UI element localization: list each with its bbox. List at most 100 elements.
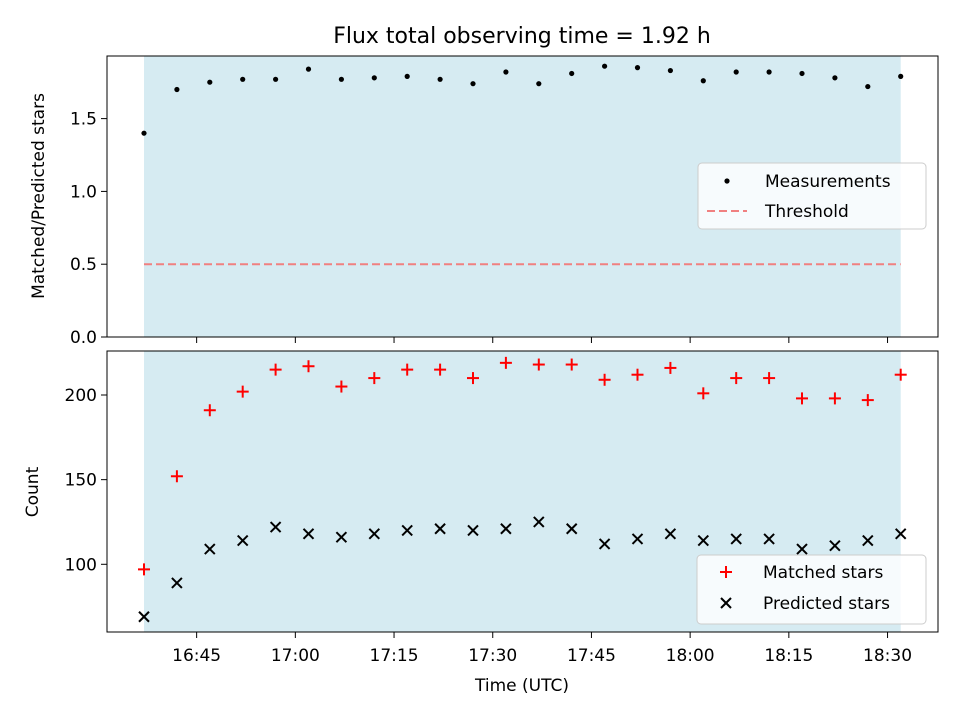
predicted-star-point [894, 528, 907, 540]
predicted-star-point [171, 577, 183, 589]
matched-star-point [631, 368, 644, 381]
x-tick-label: 18:15 [764, 646, 813, 666]
predicted-star-point [829, 539, 841, 552]
predicted-star-point [697, 534, 710, 547]
matched-star-point [499, 356, 512, 369]
matched-star-point [894, 368, 907, 381]
matched-star-point [828, 392, 841, 405]
predicted-legend-label: Predicted stars [763, 594, 890, 614]
bottom-panel: 100 150 200 16:45 17:00 17:15 17:30 17:45 18:00… [23, 350, 939, 696]
top-legend: Measurements Threshold [697, 162, 927, 230]
measurements-legend-label: Measurements [765, 172, 891, 192]
matched-legend-marker [720, 566, 732, 578]
predicted-star-point [664, 528, 677, 540]
top-y-tick-label: 0.5 [70, 255, 97, 275]
predicted-star-point [565, 523, 578, 535]
matched-star-point [170, 470, 183, 483]
matched-legend-label: Matched stars [763, 563, 883, 583]
top-y-tick-label: 0.0 [70, 328, 97, 348]
predicted-star-point [763, 533, 775, 545]
measurement-point [470, 81, 476, 87]
predicted-star-point [401, 524, 413, 537]
x-axis-label: Time (UTC) [474, 676, 569, 696]
top-y-tick-label: 1.0 [70, 182, 97, 202]
x-tick-label: 17:30 [468, 646, 517, 666]
bottom-y-tick-label: 100 [65, 555, 97, 575]
predicted-star-point [302, 528, 315, 540]
measurement-point [437, 76, 443, 82]
bottom-y-tick-label: 150 [65, 471, 97, 491]
measurement-point [700, 78, 706, 84]
measurement-point [799, 70, 805, 77]
measurement-point [240, 76, 246, 82]
predicted-star-point [434, 523, 446, 535]
measurements-legend-marker [724, 178, 730, 184]
measurement-point [733, 69, 739, 75]
predicted-star-point [204, 543, 216, 555]
predicted-star-point [236, 534, 249, 547]
measurement-point [174, 86, 180, 93]
predicted-legend-marker [720, 597, 732, 609]
measurement-point [141, 130, 147, 136]
matched-star-point [730, 372, 743, 385]
predicted-star-point [500, 523, 512, 535]
matched-star-point [532, 358, 545, 371]
matched-star-point [236, 385, 249, 398]
measurement-point [338, 76, 344, 82]
matched-star-point [269, 363, 282, 376]
bottom-legend-box [696, 554, 927, 625]
x-tick-label: 17:15 [370, 646, 419, 666]
bottom-y-tick-label: 200 [65, 386, 97, 406]
measurement-point [569, 70, 575, 77]
matched-star-point [565, 358, 578, 371]
matched-star-point [302, 360, 315, 373]
predicted-star-point [269, 521, 282, 533]
measurement-point [602, 63, 608, 69]
x-tick-label: 18:00 [666, 646, 715, 666]
predicted-star-point [368, 528, 381, 540]
measurement-point [371, 75, 377, 81]
bottom-axes-frame [106, 350, 939, 633]
top-y-axis-label: Matched/Predicted stars [29, 93, 49, 299]
matched-star-point [335, 380, 348, 393]
bottom-y-axis-label: Count [23, 466, 43, 517]
top-axes-frame [106, 55, 939, 338]
predicted-star-point [796, 543, 808, 555]
x-tick-label: 17:00 [271, 646, 320, 666]
matched-star-point [697, 387, 710, 400]
matched-star-point [598, 373, 611, 386]
matched-star-point [434, 363, 447, 376]
matched-star-point [138, 563, 150, 576]
measurement-point [634, 65, 641, 71]
measurement-point [404, 73, 410, 79]
predicted-star-point [598, 538, 611, 550]
matched-star-point [796, 392, 808, 405]
x-tick-label: 16:45 [172, 646, 221, 666]
measurement-point [898, 73, 904, 79]
measurement-point [865, 83, 871, 90]
matched-star-point [763, 372, 776, 385]
predicted-star-point [862, 534, 874, 547]
x-tick-label: 18:30 [863, 646, 912, 666]
predicted-star-point [138, 611, 150, 623]
predicted-star-point [730, 533, 742, 545]
measurement-point [667, 67, 674, 74]
predicted-star-point [335, 531, 348, 543]
measurement-point [305, 66, 312, 72]
measurement-point [536, 81, 542, 87]
top-panel: 0.0 0.5 1.0 1.5 Flux total observing time =… [29, 24, 939, 348]
matched-star-point [467, 372, 479, 385]
matched-star-point [401, 363, 414, 376]
matched-star-point [861, 394, 874, 407]
predicted-star-point [533, 516, 545, 528]
measurement-point [832, 75, 838, 81]
matched-star-point [203, 404, 216, 417]
measurement-point [273, 76, 279, 82]
measurement-point [207, 79, 213, 85]
predicted-star-point [467, 524, 479, 537]
bottom-legend: Matched stars Predicted stars [696, 554, 927, 625]
chart-title: Flux total observing time = 1.92 h [333, 24, 711, 49]
top-y-tick-label: 1.5 [70, 110, 97, 130]
measurement-point [766, 69, 772, 75]
